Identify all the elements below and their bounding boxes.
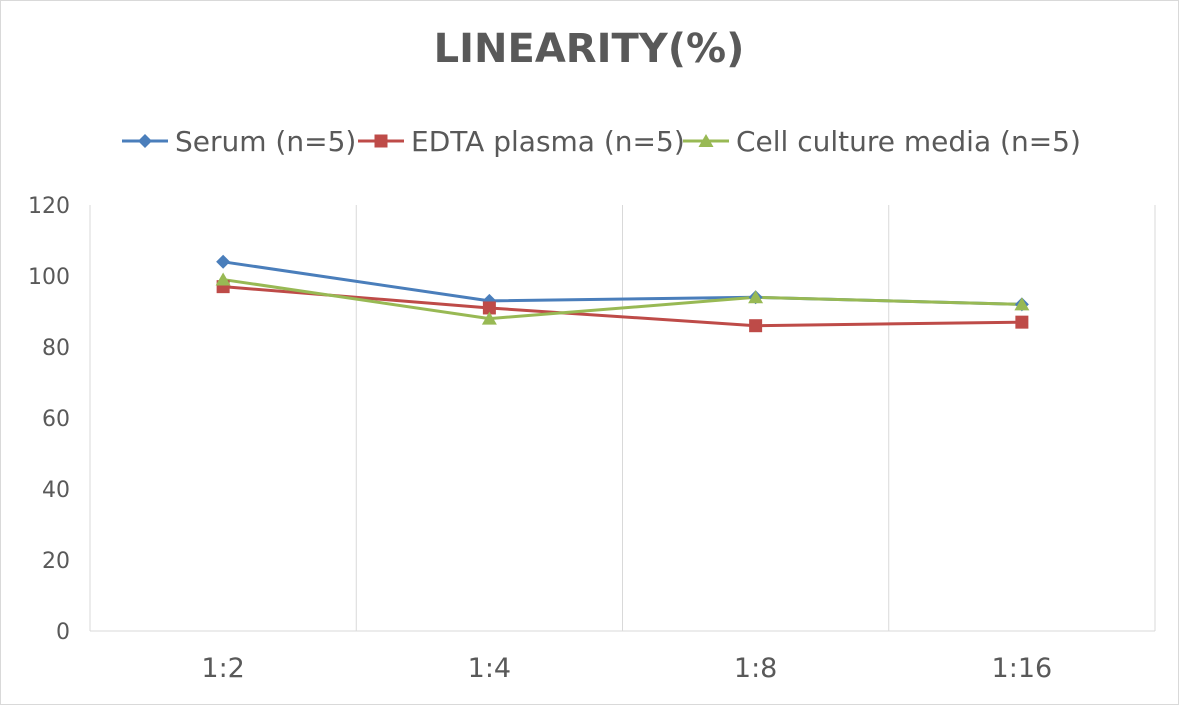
data-point-edta-plasma bbox=[749, 319, 763, 333]
legend-item-edta-plasma: EDTA plasma (n=5) bbox=[358, 125, 685, 158]
y-tick-label: 80 bbox=[42, 336, 70, 361]
y-tick-label: 60 bbox=[42, 407, 70, 432]
data-point-cell-culture-media bbox=[481, 311, 497, 325]
plot-area: 0 20 40 60 80 100 120 1:2 1:4 1:8 1:16 bbox=[28, 194, 1156, 684]
y-tick-label: 0 bbox=[56, 620, 70, 645]
data-point-edta-plasma bbox=[482, 301, 496, 315]
y-tick-label: 120 bbox=[28, 194, 70, 219]
legend-swatch-serum-marker bbox=[138, 134, 152, 148]
data-point-cell-culture-media bbox=[215, 272, 231, 286]
legend-marker-shape bbox=[374, 134, 388, 148]
series-line-cell-culture-media bbox=[222, 278, 1022, 321]
data-point-cell-culture-media bbox=[1014, 297, 1030, 311]
legend-item-serum: Serum (n=5) bbox=[122, 125, 356, 158]
x-tick-label: 1:16 bbox=[992, 653, 1053, 684]
legend: Serum (n=5) EDTA plasma (n=5) Cell cultu… bbox=[122, 125, 1081, 158]
series-line-edta-plasma bbox=[223, 285, 1022, 328]
legend-marker-shape bbox=[138, 134, 152, 148]
legend-item-cell-culture-media: Cell culture media (n=5) bbox=[683, 125, 1081, 158]
y-tick-label: 100 bbox=[28, 265, 70, 290]
x-tick-label: 1:4 bbox=[468, 653, 511, 684]
chart-title: LINEARITY(%) bbox=[434, 26, 745, 72]
legend-marker-shape bbox=[698, 134, 714, 147]
data-point-edta-plasma bbox=[1015, 315, 1029, 329]
y-tick-label: 20 bbox=[42, 549, 70, 574]
data-point-cell-culture-media bbox=[748, 290, 764, 304]
legend-label-cell-culture-media: Cell culture media (n=5) bbox=[736, 125, 1081, 158]
legend-label-serum: Serum (n=5) bbox=[175, 125, 356, 158]
legend-swatch-edta-plasma-marker bbox=[374, 134, 388, 148]
x-tick-label: 1:2 bbox=[201, 653, 244, 684]
data-point-serum bbox=[216, 254, 231, 269]
legend-swatch-cell-culture-media-marker bbox=[698, 134, 714, 147]
x-tick-label: 1:8 bbox=[734, 653, 777, 684]
legend-label-edta-plasma: EDTA plasma (n=5) bbox=[411, 125, 685, 158]
y-tick-label: 40 bbox=[42, 478, 70, 503]
